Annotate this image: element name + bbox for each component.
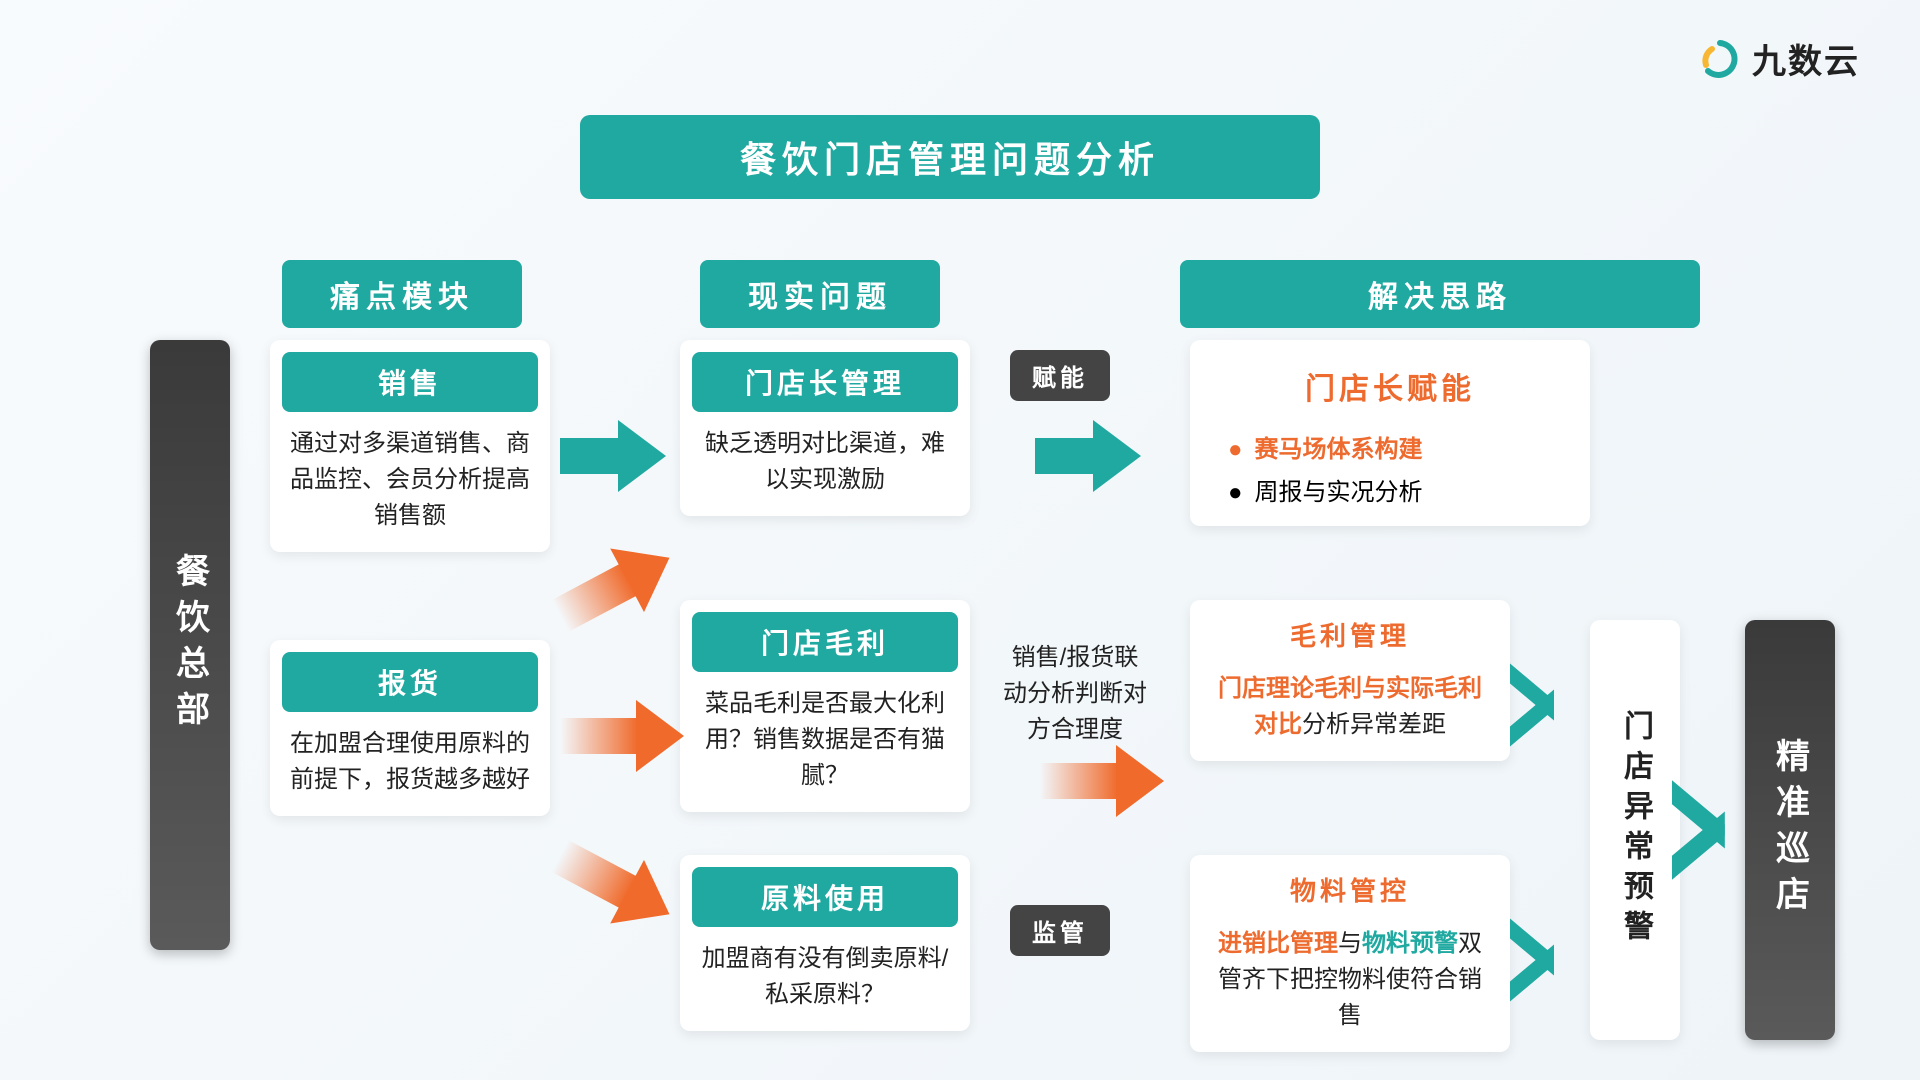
card-solve-mgr-head: 门店长赋能: [1204, 354, 1576, 418]
solve-raw-p1: 进销比管理: [1218, 930, 1338, 957]
card-solve-margin-head: 毛利管理: [1202, 612, 1498, 657]
card-pain-order-body: 在加盟合理使用原料的前提下，报货越多越好: [282, 712, 538, 798]
sidebar-hq: 餐饮总部: [150, 340, 230, 950]
card-solve-mgr: 门店长赋能 赛马场体系构建 周报与实况分析: [1190, 340, 1590, 526]
arrow-mgr-to-solve: [1035, 420, 1155, 492]
brand-logo: 九数云: [1700, 34, 1860, 83]
mid-link-text: 销售/报货联动分析判断对方合理度: [1000, 640, 1150, 748]
card-pain-order: 报货 在加盟合理使用原料的前提下，报货越多越好: [270, 640, 550, 816]
arrow-sales-to-mgr: [560, 420, 680, 492]
solve-mgr-bullet-2: 周报与实况分析: [1228, 471, 1566, 514]
card-reality-margin-head: 门店毛利: [692, 612, 958, 672]
card-reality-mgr-head: 门店长管理: [692, 352, 958, 412]
col-header-solve: 解决思路: [1180, 260, 1700, 328]
chevron-margin-to-warn: [1510, 650, 1570, 760]
card-solve-margin-body: 门店理论毛利与实际毛利对比分析异常差距: [1202, 657, 1498, 743]
card-pain-order-head: 报货: [282, 652, 538, 712]
arrow-mid-to-solve: [1040, 745, 1180, 817]
card-pain-sales-head: 销售: [282, 352, 538, 412]
card-solve-raw: 物料管控 进销比管理与物料预警双管齐下把控物料使符合销售: [1190, 855, 1510, 1052]
card-reality-raw-body: 加盟商有没有倒卖原料/私采原料？: [692, 927, 958, 1013]
card-reality-raw: 原料使用 加盟商有没有倒卖原料/私采原料？: [680, 855, 970, 1031]
col-header-reality: 现实问题: [700, 260, 940, 328]
card-reality-raw-head: 原料使用: [692, 867, 958, 927]
vbar-warn: 门店异常预警: [1590, 620, 1680, 1040]
logo-mark-icon: [1700, 39, 1740, 79]
tag-empower: 赋能: [1010, 350, 1110, 401]
arrow-order-to-raw: [543, 824, 700, 953]
tag-supervise: 监管: [1010, 905, 1110, 956]
card-solve-mgr-list: 赛马场体系构建 周报与实况分析: [1204, 418, 1576, 514]
card-pain-sales-body: 通过对多渠道销售、商品监控、会员分析提高销售额: [282, 412, 538, 534]
chevron-raw-to-warn: [1510, 905, 1570, 1015]
vbar-inspect: 精准巡店: [1745, 620, 1835, 1040]
card-solve-raw-head: 物料管控: [1202, 867, 1498, 912]
solve-margin-p2: 分析异常差距: [1302, 711, 1446, 738]
card-reality-margin: 门店毛利 菜品毛利是否最大化利用？销售数据是否有猫腻？: [680, 600, 970, 812]
card-reality-mgr-body: 缺乏透明对比渠道，难以实现激励: [692, 412, 958, 498]
solve-raw-p2: 与: [1338, 930, 1362, 957]
chevron-warn-to-inspect: [1672, 764, 1744, 896]
solve-raw-p3: 物料预警: [1362, 930, 1458, 957]
card-solve-raw-body: 进销比管理与物料预警双管齐下把控物料使符合销售: [1202, 912, 1498, 1034]
col-header-pain: 痛点模块: [282, 260, 522, 328]
arrow-order-to-margin: [560, 700, 700, 772]
arrow-order-to-mgr: [543, 518, 700, 647]
card-reality-mgr: 门店长管理 缺乏透明对比渠道，难以实现激励: [680, 340, 970, 516]
card-solve-margin: 毛利管理 门店理论毛利与实际毛利对比分析异常差距: [1190, 600, 1510, 761]
solve-mgr-bullet-1: 赛马场体系构建: [1228, 428, 1566, 471]
card-pain-sales: 销售 通过对多渠道销售、商品监控、会员分析提高销售额: [270, 340, 550, 552]
card-reality-margin-body: 菜品毛利是否最大化利用？销售数据是否有猫腻？: [692, 672, 958, 794]
page-title: 餐饮门店管理问题分析: [580, 115, 1320, 199]
brand-name: 九数云: [1752, 34, 1860, 83]
